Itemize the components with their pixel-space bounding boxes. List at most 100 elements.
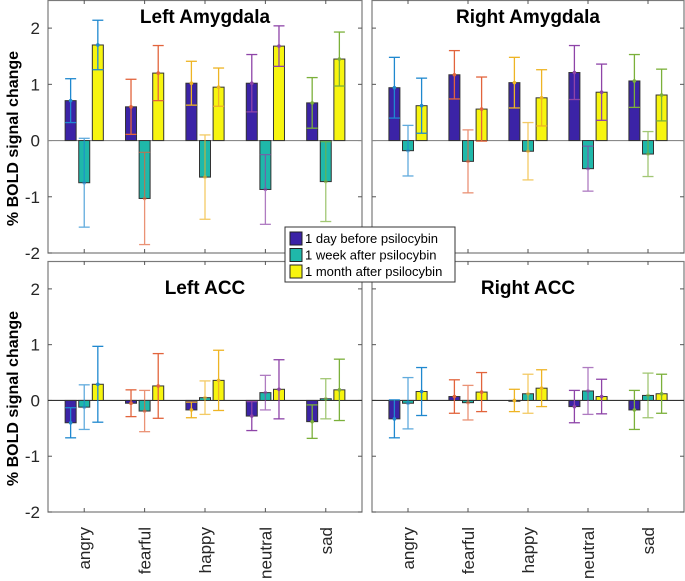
- mean-point: [599, 394, 604, 399]
- mean-point: [337, 388, 342, 392]
- mean-point: [129, 401, 133, 406]
- error-bar-happy-series-3: [213, 67, 225, 107]
- y-tick-label: 1: [31, 336, 40, 355]
- y-tick-label: -1: [25, 188, 40, 207]
- error-bar-fearful-series-3: [476, 76, 488, 142]
- mean-point: [82, 180, 87, 185]
- mean-point: [156, 384, 161, 388]
- error-bar-neutral-series-2: [582, 366, 594, 416]
- mean-point: [392, 417, 397, 421]
- mean-point: [189, 81, 194, 86]
- error-bar-happy-series-2: [199, 380, 211, 416]
- error-bar-happy-series-2: [199, 134, 211, 220]
- mean-point: [572, 404, 577, 409]
- x-tick-label: angry: [399, 527, 418, 570]
- error-bar-angry-series-3: [416, 77, 428, 134]
- mean-point: [452, 394, 457, 399]
- error-bar-fearful-series-1: [448, 49, 460, 100]
- legend-item: 1 week after psilocybin: [289, 248, 437, 263]
- x-tick-label: fearful: [136, 527, 155, 574]
- error-bar-happy-series-1: [508, 56, 520, 109]
- error-bar-sad-series-1: [628, 53, 640, 109]
- error-bar-fearful-series-2: [462, 384, 474, 421]
- error-bar-fearful-series-1: [125, 78, 137, 136]
- panel-left-acc: -2 -1 0 1 2 Left ACC angry fearful happy neutral s…: [5, 260, 363, 579]
- mean-point: [203, 395, 207, 400]
- legend-label: 1 week after psilocybin: [305, 248, 437, 263]
- error-bar-happy-series-1: [185, 401, 197, 419]
- y-tick-label: -2: [25, 503, 40, 522]
- x-tick-label: angry: [75, 527, 94, 570]
- error-bar-neutral-series-3: [273, 359, 285, 420]
- error-bar-neutral-series-3: [596, 378, 608, 415]
- x-tick-label: fearful: [459, 527, 478, 574]
- error-bar-sad-series-2: [320, 378, 332, 420]
- error-bar-happy-series-3: [536, 369, 548, 408]
- error-bar-neutral-series-1: [246, 400, 258, 432]
- mean-point: [479, 390, 484, 394]
- mean-point: [452, 72, 457, 77]
- x-tick-label: sad: [639, 527, 658, 554]
- y-tick-label: 2: [31, 280, 40, 299]
- mean-point: [572, 70, 577, 75]
- error-bar-neutral-series-3: [273, 25, 285, 67]
- error-bar-angry-series-2: [78, 137, 90, 228]
- mean-point: [512, 80, 517, 85]
- error-bar-neutral-series-1: [246, 53, 258, 113]
- mean-point: [310, 419, 314, 424]
- mean-point: [512, 398, 517, 403]
- error-bar-sad-series-3: [656, 68, 668, 122]
- x-tick-label: happy: [196, 527, 215, 574]
- mean-point: [466, 159, 470, 164]
- error-bar-happy-series-2: [522, 373, 534, 414]
- error-bar-angry-series-1: [65, 78, 77, 124]
- mean-point: [142, 409, 147, 413]
- mean-point: [189, 408, 194, 412]
- x-tick-label: neutral: [579, 527, 598, 579]
- error-bar-fearful-series-3: [476, 371, 488, 413]
- mean-point: [263, 390, 268, 395]
- legend-swatch: [289, 231, 303, 246]
- legend-swatch: [289, 248, 303, 262]
- error-bar-happy-series-2: [522, 121, 534, 181]
- panel-right-amygdala: Right Amygdala: [371, 0, 685, 254]
- error-bar-neutral-series-2: [259, 374, 271, 411]
- mean-point: [249, 81, 254, 86]
- mean-point: [323, 396, 328, 401]
- error-bar-angry-series-2: [402, 124, 414, 177]
- panel-right-acc: Right ACC angry fearful happy neutral sad: [371, 260, 685, 579]
- error-bar-happy-series-1: [508, 388, 520, 413]
- error-bar-angry-series-3: [416, 366, 428, 417]
- y-axis-label: % BOLD signal change: [5, 311, 22, 486]
- error-bar-fearful-series-1: [448, 379, 460, 414]
- mean-point: [466, 400, 470, 405]
- error-bar-fearful-series-2: [139, 151, 151, 246]
- error-bar-neutral-series-1: [568, 389, 580, 424]
- mean-point: [586, 389, 590, 393]
- mean-point: [479, 107, 484, 111]
- mean-point: [277, 387, 281, 392]
- y-tick-label: 2: [31, 19, 40, 38]
- error-bar-fearful-series-2: [462, 129, 474, 194]
- panel-title: Right Amygdala: [456, 7, 600, 28]
- mean-point: [82, 405, 87, 409]
- mean-point: [526, 391, 530, 396]
- legend: 1 day before psilocybin 1 week after psil…: [284, 226, 456, 283]
- mean-point: [263, 187, 268, 192]
- mean-point: [392, 85, 397, 90]
- error-bar-fearful-series-1: [125, 389, 137, 418]
- y-axis-label: % BOLD signal change: [5, 51, 22, 226]
- error-bar-sad-series-1: [306, 76, 318, 129]
- y-tick-label: -2: [25, 244, 40, 263]
- mean-point: [419, 389, 424, 394]
- mean-point: [586, 166, 590, 171]
- panel-title: Left Amygdala: [140, 7, 271, 28]
- y-tick-label: 1: [31, 75, 40, 94]
- error-bar-neutral-series-2: [259, 153, 271, 225]
- error-bar-sad-series-1: [306, 404, 318, 440]
- mean-point: [129, 105, 133, 109]
- error-bar-neutral-series-2: [582, 145, 594, 192]
- legend-item: 1 month after psilocybin: [289, 264, 442, 279]
- mean-point: [96, 43, 100, 47]
